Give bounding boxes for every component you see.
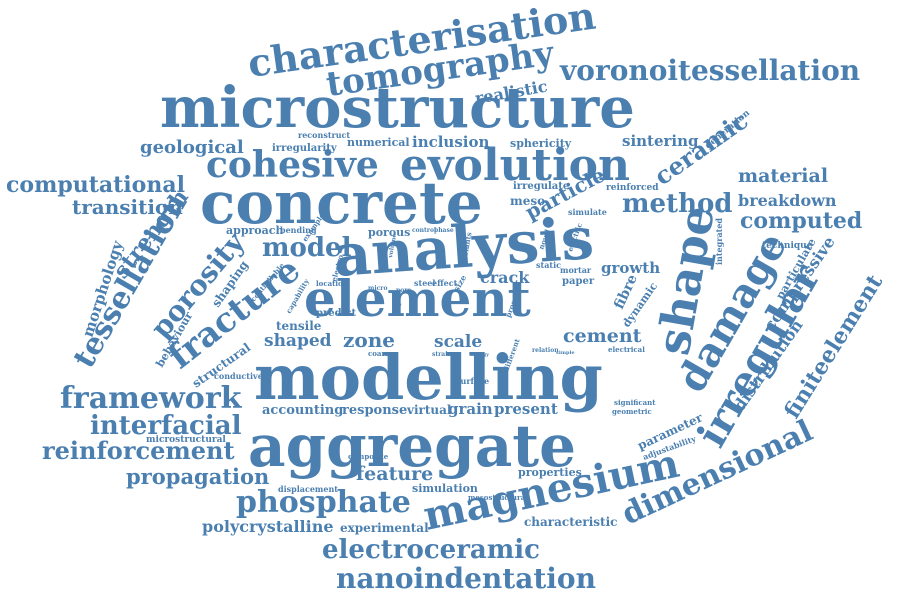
word-zone: zone (343, 328, 395, 352)
word-control: control (412, 227, 437, 234)
word-voronoitessellation: voronoitessellation (559, 54, 860, 87)
word-shaped: shaped (264, 331, 332, 351)
word-energy: energy (470, 352, 490, 358)
word-characteristic: characteristic (524, 515, 617, 529)
word-significant: significant (614, 398, 656, 407)
word-growth: growth (601, 259, 660, 277)
word-microstructure: microstructure (160, 75, 635, 141)
word-conductive: conductive (214, 371, 263, 381)
word-material: material (738, 165, 828, 187)
word-simulation: simulation (412, 482, 478, 495)
word-composite: composite (348, 452, 389, 461)
word-propagation: propagation (126, 464, 269, 489)
word-irregularity: irregularity (272, 143, 338, 154)
word-reinforcement: reinforcement (42, 436, 235, 465)
word-steel: steel (414, 278, 435, 288)
word-integrated: integrated (714, 218, 724, 265)
word-aggregate: aggregate (248, 412, 576, 480)
word-location: location (316, 279, 348, 288)
word-properties: properties (518, 466, 582, 479)
word-polycrystalline: polycrystalline (202, 517, 334, 536)
word-sphericity: sphericity (510, 137, 572, 150)
word-pore: pore (396, 287, 411, 294)
word-porous: porous (368, 226, 410, 239)
word-computational: computational (6, 172, 185, 198)
word-response: response (342, 403, 407, 418)
word-predict: predict (316, 308, 357, 319)
word-inclusion: inclusion (412, 133, 489, 151)
word-method: method (622, 189, 733, 219)
word-displacement: displacement (278, 484, 338, 494)
word-tensile: tensile (276, 319, 322, 333)
word-technique: technique (762, 241, 813, 251)
word-breakdown: breakdown (738, 191, 837, 210)
word-model: model (262, 233, 352, 263)
word-coarse: coarse (368, 349, 394, 358)
word-modelling: modelling (254, 341, 603, 414)
word-experimental: experimental (340, 521, 429, 535)
word-relation: relation (532, 347, 559, 354)
word-interfacial: interfacial (90, 411, 242, 441)
word-evolution: evolution (400, 140, 630, 191)
word-crack: crack (480, 268, 530, 287)
word-paper: paper (562, 276, 595, 287)
word-effect: effect (432, 278, 458, 288)
word-bending: bending (280, 225, 317, 235)
word-micro: micro (368, 285, 387, 292)
word-reinforced: reinforced (606, 183, 659, 193)
word-geometric: geometric (612, 407, 652, 416)
word-computed: computed (740, 208, 862, 234)
word-electrical: electrical (608, 345, 645, 354)
word-virtual: virtual (406, 403, 452, 417)
word-approach: approach (226, 224, 283, 237)
word-accounting: accounting (262, 403, 343, 418)
word-electroceramic: electroceramic (322, 535, 540, 565)
word-reconstruct: reconstruct (298, 130, 350, 140)
word-feature: feature (356, 463, 433, 485)
word-grain: grain (448, 400, 493, 418)
word-surface: surface (456, 376, 489, 386)
word-microstructural: microstructural (146, 435, 226, 445)
word-mortar: mortar (560, 265, 592, 275)
word-geological: geological (140, 137, 244, 158)
word-framework: framework (60, 381, 243, 416)
word-simple: simple (556, 350, 575, 356)
word-nanoindentation: nanoindentation (336, 562, 596, 592)
word-cement: cement (563, 325, 642, 347)
word-transition: transition (72, 195, 183, 219)
word-phosphate: phosphate (236, 485, 411, 520)
word-simulate: simulate (568, 207, 607, 217)
word-scale: scale (434, 332, 482, 352)
word-present: present (494, 400, 558, 418)
word-irregulate: irregulate (513, 181, 569, 192)
word-concrete: concrete (200, 169, 483, 237)
word-element: element (304, 269, 531, 328)
word-numerical: numerical (347, 136, 410, 149)
word-meso: meso (510, 194, 545, 208)
word-static: static (536, 260, 561, 270)
word-sintering: sintering (622, 132, 699, 150)
word-phase: phase (434, 227, 454, 234)
word-volume: volume (387, 233, 398, 259)
word-rod: rod (390, 301, 403, 317)
word-cohesive: cohesive (206, 144, 379, 186)
word-mesostructural: mesostructural (468, 493, 528, 502)
word-strain: strain (432, 351, 452, 358)
